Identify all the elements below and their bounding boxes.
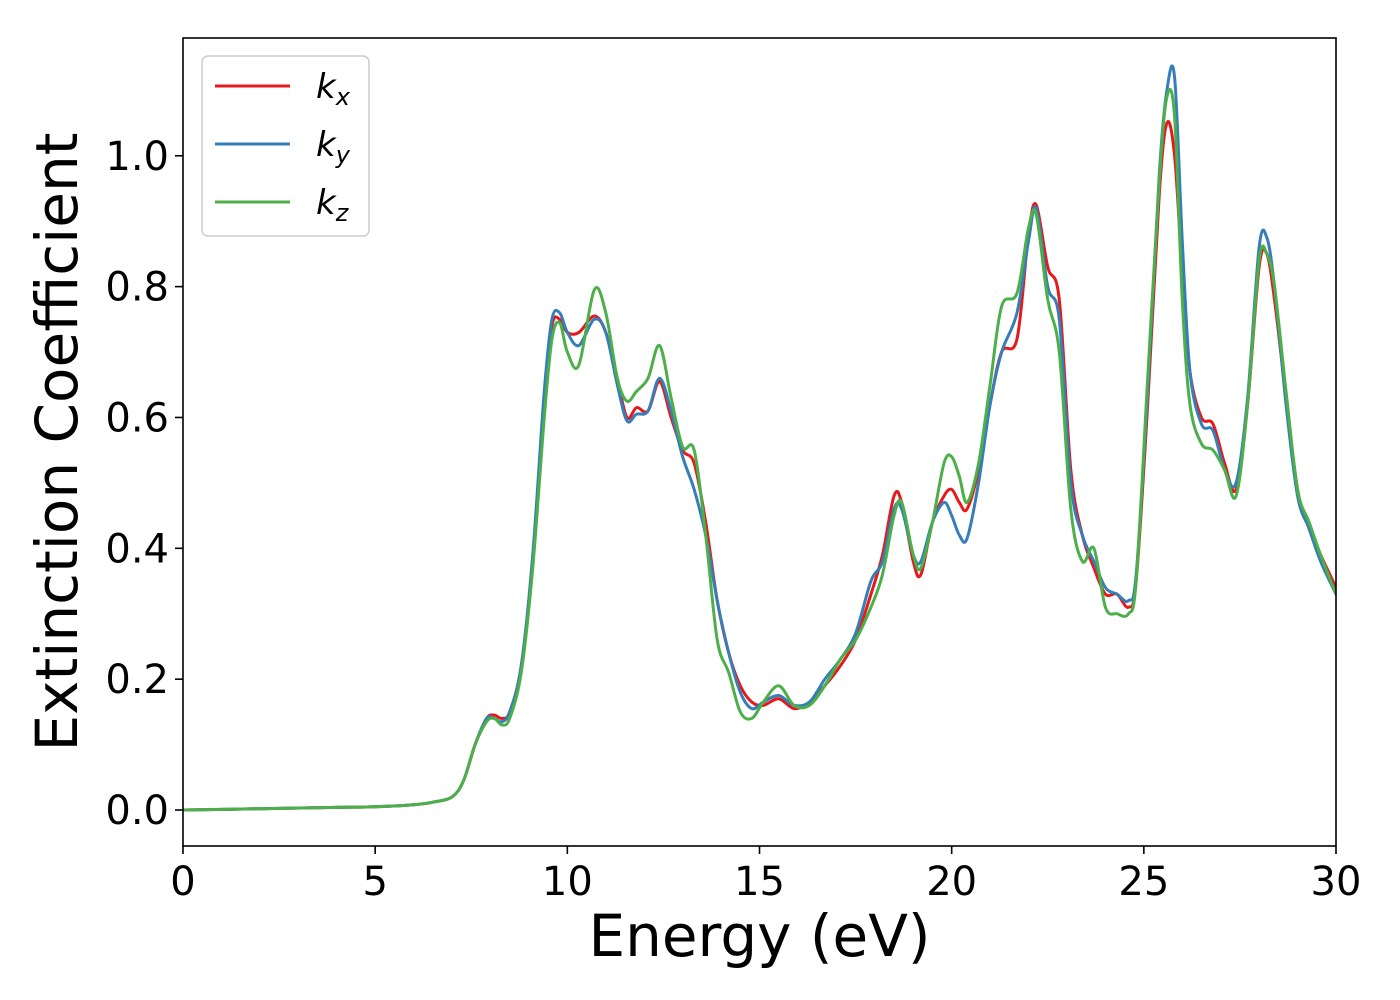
y-tick-label: 0.2 xyxy=(105,657,169,703)
x-tick-label: 20 xyxy=(926,859,977,905)
y-tick-label: 0.0 xyxy=(105,788,169,834)
legend-label-base: k xyxy=(316,67,337,107)
legend-label-subscript: z xyxy=(335,199,350,227)
legend-label-subscript: y xyxy=(335,141,351,169)
legend-label-k-z: kz xyxy=(316,183,350,227)
legend-frame xyxy=(201,55,370,237)
x-axis-title: Energy (eV) xyxy=(588,902,930,970)
legend-label-base: k xyxy=(316,125,337,165)
x-tick-label: 0 xyxy=(170,859,195,905)
legend-label-k-x: kx xyxy=(316,67,351,111)
y-tick-label: 0.4 xyxy=(105,526,169,572)
legend-label-base: k xyxy=(316,183,337,223)
x-axis: 0 5 10 15 20 25 30 xyxy=(170,846,1361,905)
legend-label-k-y: ky xyxy=(316,125,351,169)
y-axis-title: Extinction Coefficient xyxy=(23,133,91,752)
x-tick-label: 5 xyxy=(362,859,387,905)
y-axis: 0.0 0.2 0.4 0.6 0.8 1.0 xyxy=(105,134,183,834)
x-tick-label: 25 xyxy=(1118,859,1169,905)
x-tick-label: 30 xyxy=(1311,859,1362,905)
legend-label-subscript: x xyxy=(335,83,351,111)
series-line-k-y xyxy=(183,64,1336,812)
y-tick-label: 0.6 xyxy=(105,395,169,441)
y-tick-label: 1.0 xyxy=(105,134,169,180)
series-line-k-z xyxy=(183,87,1336,812)
series-layer xyxy=(183,64,1336,812)
y-tick-label: 0.8 xyxy=(105,265,169,311)
x-tick-label: 10 xyxy=(542,859,593,905)
x-tick-label: 15 xyxy=(734,859,785,905)
